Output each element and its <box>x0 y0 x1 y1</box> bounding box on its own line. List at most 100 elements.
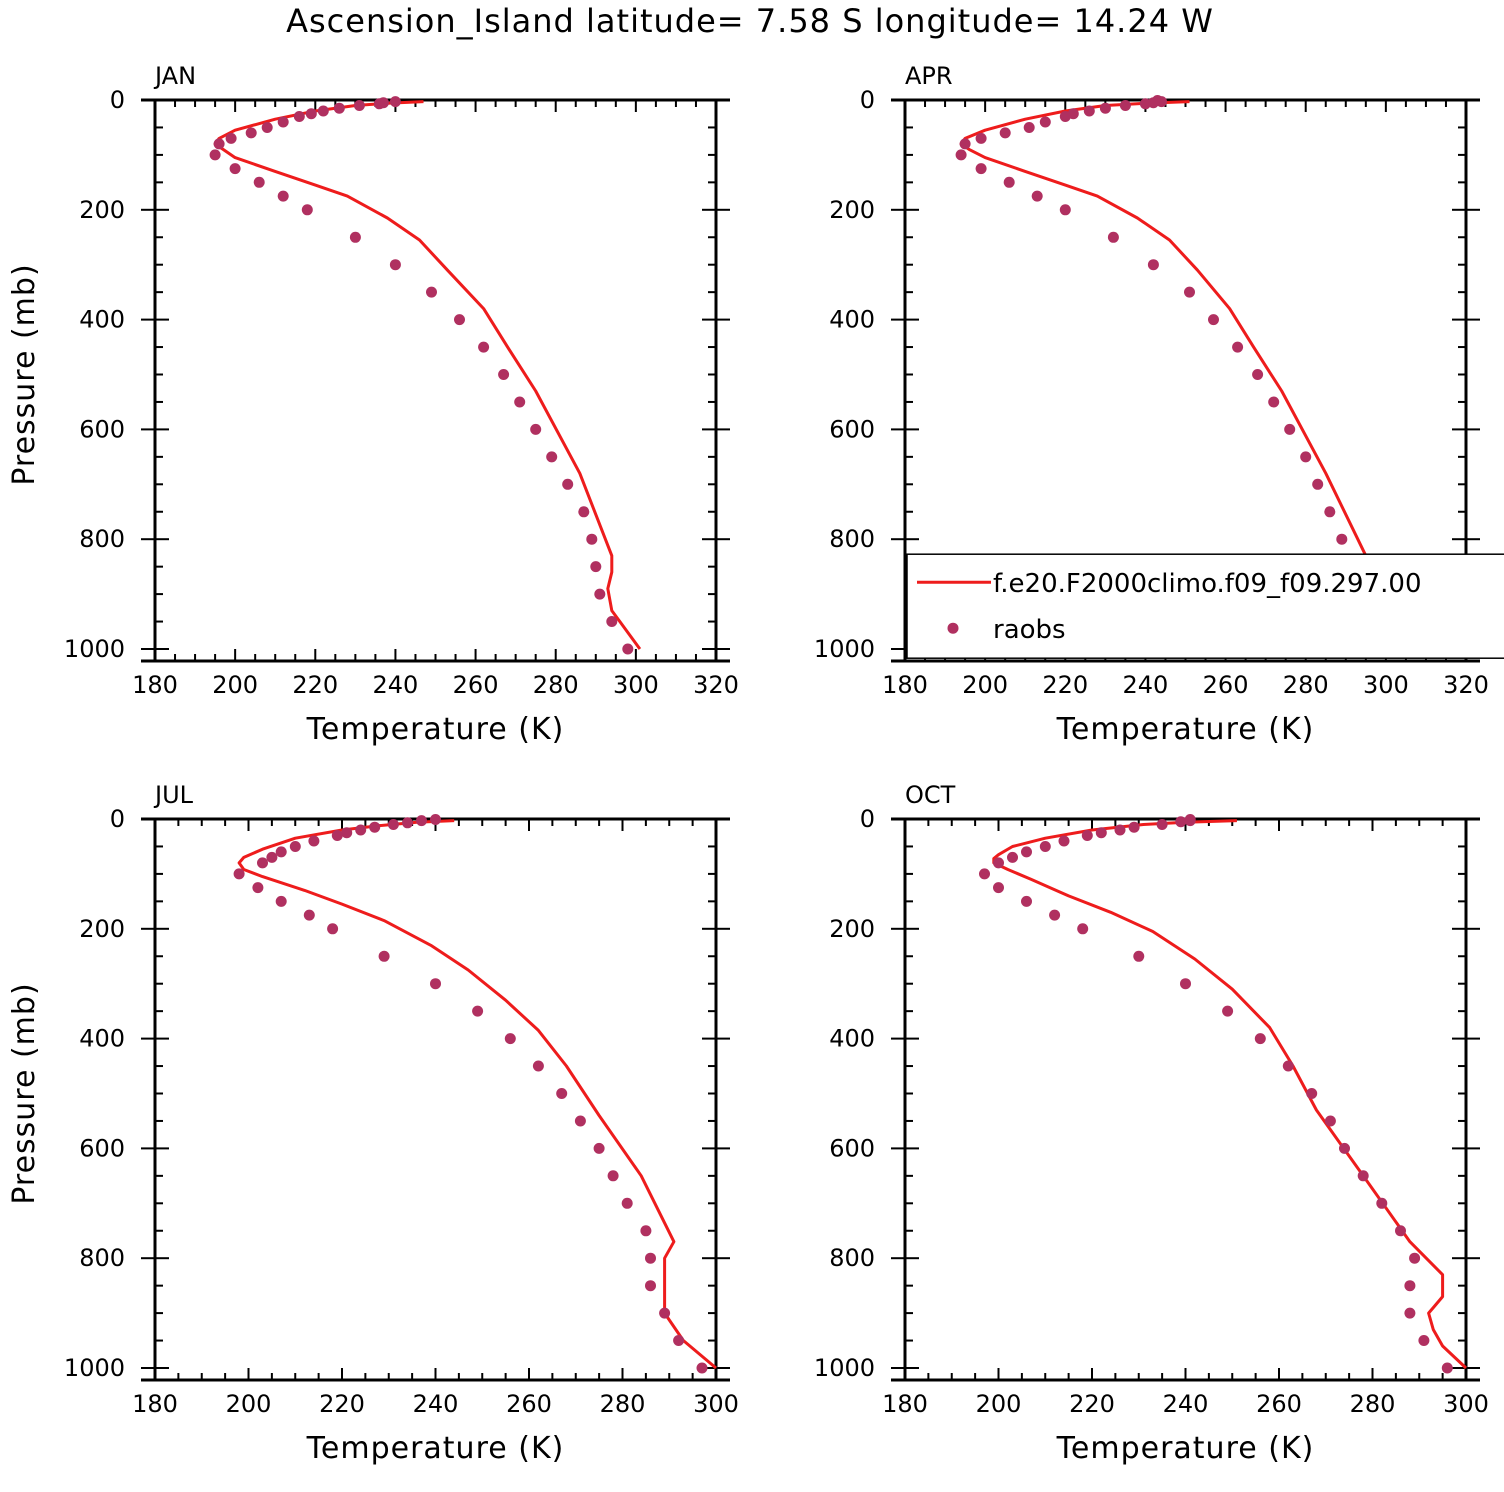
raobs-point <box>245 127 257 139</box>
figure-title: Ascension_Island latitude= 7.58 S longit… <box>286 2 1214 40</box>
raobs-point <box>209 149 221 161</box>
raobs-point <box>387 819 399 830</box>
y-tick-label: 1000 <box>814 1354 875 1382</box>
model-line-series <box>992 819 1468 1370</box>
y-tick-label: 200 <box>829 196 875 224</box>
raobs-scatter-series <box>979 814 1453 1374</box>
y-tick-label: 200 <box>79 196 125 224</box>
raobs-point <box>289 841 301 852</box>
x-tick-label: 220 <box>319 1390 365 1418</box>
raobs-point <box>1077 923 1089 935</box>
raobs-point <box>594 588 606 600</box>
raobs-point <box>645 1280 656 1292</box>
y-axis-label: Pressure (mb) <box>7 263 42 485</box>
x-tick-label: 200 <box>976 1390 1022 1418</box>
raobs-point <box>574 1115 586 1127</box>
raobs-point <box>1282 1060 1294 1072</box>
axes-frame <box>141 817 730 1382</box>
y-tick-label: 200 <box>829 915 875 943</box>
axes-frame <box>891 817 1480 1382</box>
y-tick-label: 1000 <box>64 635 125 663</box>
raobs-point <box>1083 105 1095 117</box>
raobs-point <box>353 100 365 111</box>
raobs-point <box>1139 98 1151 110</box>
legend-obs-swatch <box>947 622 959 634</box>
raobs-point <box>659 1307 671 1319</box>
raobs-point <box>1184 815 1196 827</box>
raobs-point <box>331 830 343 841</box>
raobs-point <box>1404 1307 1416 1319</box>
x-tick-label: 220 <box>1069 1390 1115 1418</box>
raobs-point <box>1336 533 1348 545</box>
panel-label: JAN <box>153 62 196 90</box>
raobs-point <box>606 616 618 627</box>
raobs-point <box>478 341 490 353</box>
raobs-point <box>430 814 441 825</box>
raobs-point <box>1107 231 1119 243</box>
raobs-point <box>1095 827 1107 839</box>
x-tick-label: 300 <box>1363 671 1409 699</box>
raobs-point <box>416 815 427 827</box>
raobs-point <box>1156 96 1167 108</box>
raobs-point <box>546 451 558 463</box>
x-tick-label: 240 <box>413 1390 459 1418</box>
raobs-point <box>1147 97 1159 109</box>
y-tick-label: 600 <box>829 415 875 443</box>
raobs-point <box>253 176 265 188</box>
x-tick-label: 200 <box>212 671 258 699</box>
raobs-point <box>1306 1088 1318 1099</box>
x-axis-label: Temperature (K) <box>306 712 565 747</box>
raobs-point <box>1441 1362 1453 1374</box>
x-tick-label: 180 <box>132 1390 178 1418</box>
raobs-point <box>975 132 987 144</box>
raobs-point <box>1099 102 1111 114</box>
raobs-point <box>1409 1252 1421 1264</box>
raobs-point <box>1376 1197 1388 1209</box>
y-tick-label: 400 <box>829 306 875 334</box>
raobs-point <box>389 96 401 108</box>
legend-model-label: f.e20.F2000climo.f09_f09.297.00 <box>993 569 1422 599</box>
raobs-point <box>305 108 317 120</box>
y-tick-label: 400 <box>79 306 125 334</box>
model-line-series <box>237 819 717 1370</box>
raobs-point <box>261 122 273 133</box>
panel-label: OCT <box>905 781 956 809</box>
raobs-point <box>1208 314 1219 326</box>
raobs-point <box>402 817 413 829</box>
x-tick-label: 300 <box>613 671 659 699</box>
raobs-point <box>645 1252 656 1264</box>
y-tick-label: 0 <box>860 86 875 114</box>
x-axis-label: Temperature (K) <box>1056 1431 1315 1466</box>
raobs-point <box>1339 1142 1350 1154</box>
x-tick-label: 280 <box>600 1390 646 1418</box>
axes-frame <box>141 98 730 663</box>
y-tick-label: 0 <box>860 805 875 833</box>
y-tick-label: 800 <box>829 1244 875 1272</box>
raobs-point <box>504 1033 516 1045</box>
y-tick-label: 0 <box>110 805 125 833</box>
raobs-point <box>993 857 1004 869</box>
y-tick-label: 800 <box>79 525 125 553</box>
y-tick-label: 400 <box>79 1025 125 1053</box>
raobs-point <box>556 1088 568 1099</box>
x-tick-label: 200 <box>226 1390 272 1418</box>
raobs-point <box>1222 1005 1234 1017</box>
raobs-point <box>514 396 526 408</box>
raobs-point <box>1284 423 1296 435</box>
y-tick-label: 600 <box>829 1134 875 1162</box>
raobs-point <box>1007 851 1018 863</box>
raobs-point <box>1003 176 1015 188</box>
raobs-point <box>993 882 1004 894</box>
y-tick-label: 1000 <box>814 635 875 663</box>
x-tick-label: 300 <box>1443 1390 1489 1418</box>
x-tick-label: 260 <box>1256 1390 1302 1418</box>
y-tick-label: 0 <box>110 86 125 114</box>
raobs-point <box>333 102 345 114</box>
raobs-point <box>233 868 245 880</box>
raobs-point <box>622 643 634 655</box>
x-tick-label: 240 <box>1123 671 1169 699</box>
raobs-point <box>1180 978 1191 990</box>
x-tick-label: 260 <box>506 1390 552 1418</box>
